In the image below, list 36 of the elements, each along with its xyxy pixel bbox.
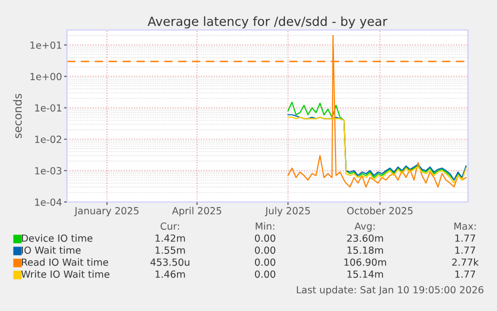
text: 0.00: [254, 246, 276, 254]
text: 1.77: [455, 270, 476, 278]
text: 1.77: [455, 234, 476, 242]
text: 1.77: [455, 246, 476, 254]
text: 1.46m: [156, 270, 185, 278]
text: 453.50u: [150, 258, 190, 266]
y-axis-title: seconds: [13, 94, 22, 138]
legend-label: Device IO time: [22, 234, 92, 242]
y-tick-label: 1e-03: [35, 167, 62, 174]
x-tick-label: January 2025: [74, 207, 138, 216]
text: 0.00: [254, 234, 276, 242]
text: 0.00: [254, 258, 276, 266]
y-tick-label: 1e-01: [35, 104, 62, 112]
text: Max:: [454, 222, 476, 230]
x-tick-label: April 2025: [172, 206, 222, 216]
text: 15.18m: [348, 246, 383, 254]
y-tick-label: 1e-02: [35, 136, 62, 144]
text: Min:: [256, 222, 274, 230]
text: 2.77k: [452, 258, 479, 266]
text: 1.42m: [156, 234, 185, 242]
chart-title: Average latency for /dev/sdd - by year: [148, 16, 388, 28]
text: 1.55m: [156, 246, 185, 254]
legend-label: Read IO Wait time: [22, 258, 108, 266]
text: Last update: Sat Jan 10 19:05:00 2026: [296, 286, 484, 296]
text: 15.14m: [348, 270, 383, 278]
y-tick-label: 1e+00: [30, 72, 62, 80]
text: 0.00: [254, 270, 276, 278]
x-tick-label: July 2025: [264, 206, 310, 216]
legend-label: IO Wait time: [22, 246, 81, 254]
x-tick-label: October 2025: [347, 206, 413, 214]
text: 23.60m: [347, 234, 383, 242]
text: 106.90m: [344, 258, 386, 266]
text: Cur:: [160, 222, 179, 230]
y-tick-label: 1e-04: [35, 198, 62, 206]
text: Avg:: [354, 222, 375, 232]
y-tick-label: 1e+01: [30, 41, 62, 49]
